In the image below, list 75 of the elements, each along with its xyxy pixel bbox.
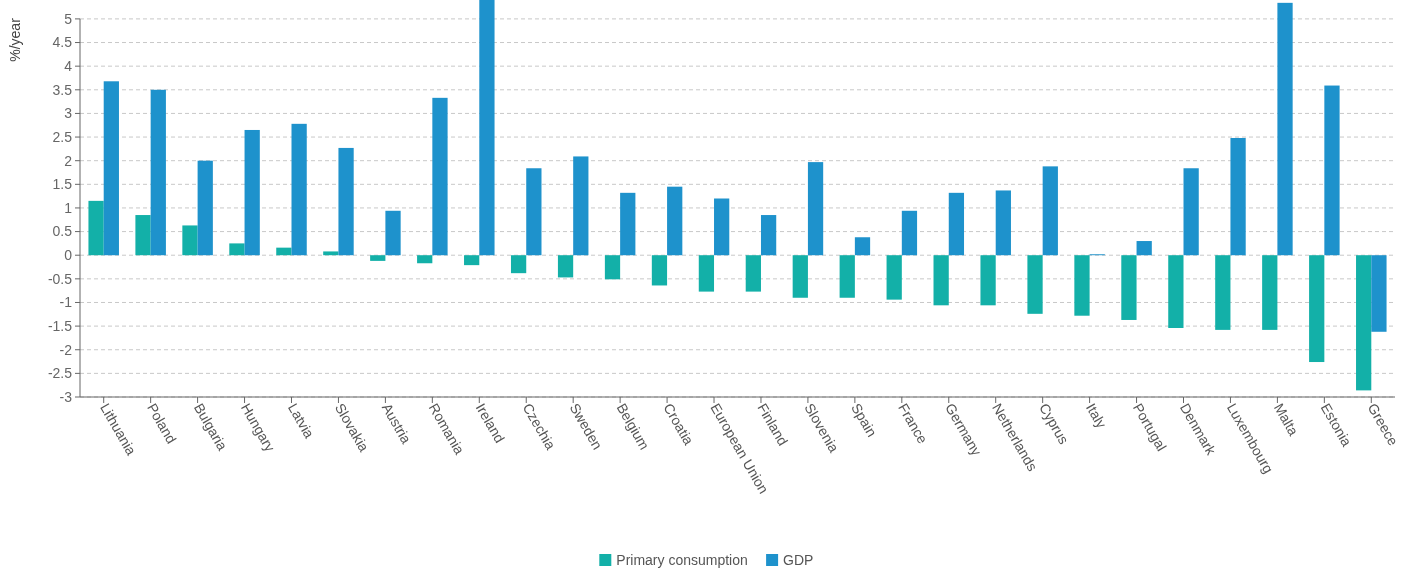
bar: [1309, 255, 1325, 363]
bar: [244, 129, 260, 256]
legend-label: Primary consumption: [616, 552, 748, 568]
bar: [370, 255, 386, 261]
bar: [1136, 241, 1152, 256]
y-tick-label: -1.5: [47, 318, 73, 335]
y-axis-title: %/year: [7, 17, 23, 62]
y-tick-label: 5: [64, 10, 73, 27]
bar: [667, 186, 683, 256]
bar: [807, 162, 824, 256]
bar: [464, 255, 480, 266]
bar: [573, 156, 589, 256]
bar: [760, 215, 777, 256]
bar: [901, 210, 918, 256]
bar: [651, 255, 668, 286]
bar: [135, 215, 151, 256]
bar: [229, 243, 245, 256]
y-tick-label: -2: [59, 341, 73, 358]
bar: [432, 97, 448, 256]
bar: [1277, 2, 1293, 256]
y-tick-label: 3.5: [52, 81, 73, 98]
bar: [276, 247, 292, 256]
bar: [933, 255, 949, 306]
legend-label: GDP: [783, 552, 814, 568]
bar: [948, 192, 965, 256]
bar: [1324, 85, 1340, 256]
bar: [839, 255, 855, 298]
bar: [1168, 255, 1184, 328]
bar: [1356, 255, 1372, 391]
bar: [1042, 166, 1058, 256]
y-tick-label: -0.5: [47, 270, 73, 287]
bar: [385, 210, 401, 256]
y-tick-label: 2.5: [52, 128, 73, 145]
y-tick-label: -3: [59, 388, 73, 405]
bar: [417, 255, 433, 264]
bar: [479, 0, 495, 256]
bar: [1215, 255, 1231, 330]
bar: [1121, 255, 1137, 320]
bar: [103, 81, 119, 256]
bar: [604, 255, 621, 280]
bar: [323, 251, 339, 256]
bar: [1230, 138, 1246, 256]
bar: [1027, 255, 1043, 314]
y-tick-label: 3: [64, 105, 73, 122]
y-tick-label: 0.5: [52, 223, 73, 240]
y-tick-label: -2.5: [47, 365, 73, 382]
bar: [510, 255, 527, 274]
bar: [182, 225, 198, 256]
bar: [150, 89, 166, 256]
y-tick-label: 4.5: [52, 34, 73, 51]
bar: [792, 255, 808, 298]
bar: [854, 237, 871, 256]
bar: [197, 160, 213, 256]
y-tick-label: 0: [64, 247, 73, 264]
bar: [1262, 255, 1278, 330]
bar: [1183, 168, 1199, 256]
y-tick-label: -1: [59, 294, 73, 311]
bar: [980, 255, 996, 306]
y-tick-label: 1.5: [52, 176, 73, 193]
bar: [1074, 255, 1090, 316]
y-tick-label: 1: [64, 199, 73, 216]
bar: [88, 200, 104, 256]
bar: [1371, 255, 1387, 332]
y-tick-label: 2: [64, 152, 73, 169]
bar: [886, 255, 902, 300]
bar: [338, 147, 354, 256]
bar: [995, 190, 1011, 256]
bar: [557, 255, 574, 278]
bar: [698, 255, 715, 292]
bar: [745, 255, 761, 292]
bar: [714, 198, 730, 256]
bar: [291, 123, 307, 256]
y-tick-label: 4: [64, 58, 73, 75]
bar: [526, 168, 542, 256]
bar: [620, 192, 636, 256]
